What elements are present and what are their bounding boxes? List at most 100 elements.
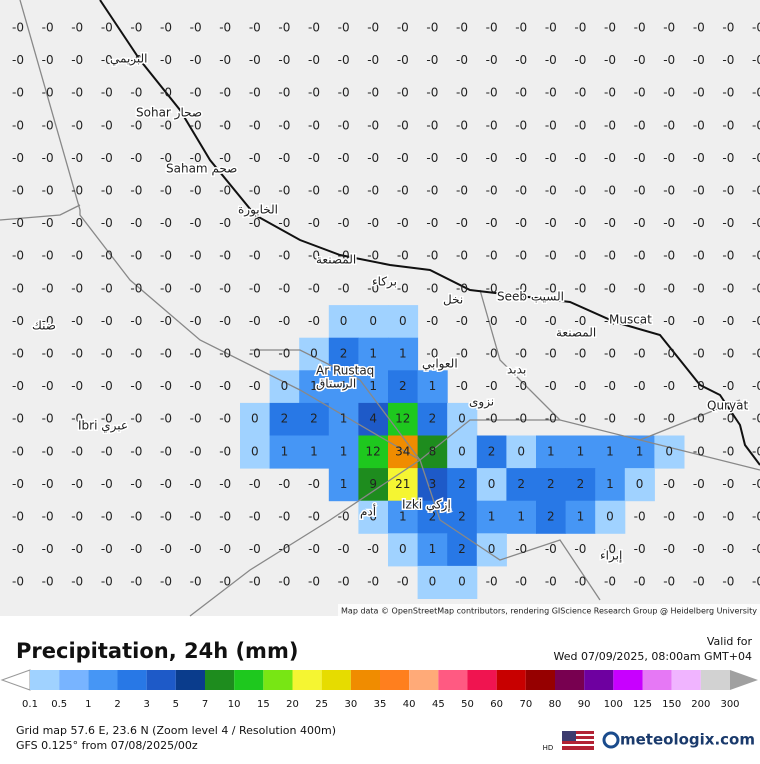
grid-value: -0: [42, 281, 54, 295]
legend-swatch: [671, 670, 701, 690]
grid-value: -0: [308, 118, 320, 132]
legend-tick-label: 200: [691, 699, 710, 710]
precip-cell: [417, 435, 448, 469]
grid-value: -0: [338, 281, 350, 295]
grid-value: -0: [42, 444, 54, 458]
grid-value: -0: [278, 118, 290, 132]
legend-arrow-left: [0, 669, 31, 691]
grid-value: -0: [219, 314, 231, 328]
grid-value: -0: [249, 542, 261, 556]
grid-value: -0: [12, 575, 24, 589]
grid-value: -0: [249, 53, 261, 67]
legend-tick-label: 0.5: [51, 699, 67, 710]
grid-value: -0: [71, 575, 83, 589]
grid-value: 2: [488, 444, 496, 458]
grid-value: -0: [515, 575, 527, 589]
grid-value: -0: [426, 216, 438, 230]
place-labels: Sohar صحار Saham صحم Ar Rustaq الرستاق I…: [31, 50, 750, 565]
legend-swatch: [409, 670, 439, 690]
grid-value: -0: [663, 21, 675, 35]
grid-value: -0: [456, 249, 468, 263]
grid-value: -0: [12, 412, 24, 426]
grid-value: -0: [101, 151, 113, 165]
legend-swatch: [321, 670, 351, 690]
grid-value: -0: [722, 542, 734, 556]
grid-value: -0: [456, 184, 468, 198]
grid-value: -0: [42, 249, 54, 263]
grid-value: -0: [634, 249, 646, 263]
place-label: Quryat: [707, 399, 748, 413]
grid-value: -0: [190, 314, 202, 328]
grid-value: -0: [367, 86, 379, 100]
precip-cell: [536, 500, 567, 534]
grid-value: -0: [545, 86, 557, 100]
grid-value: -0: [604, 412, 616, 426]
precip-cell: [328, 305, 359, 339]
grid-value: -0: [426, 314, 438, 328]
road: [479, 289, 561, 421]
grid-value: -0: [219, 184, 231, 198]
grid-value: -0: [42, 575, 54, 589]
grid-value: -0: [190, 118, 202, 132]
grid-value: -0: [101, 314, 113, 328]
place-label: ضنك: [32, 319, 56, 333]
grid-value: 0: [488, 477, 496, 491]
grid-value: 1: [369, 347, 377, 361]
grid-value: -0: [12, 444, 24, 458]
grid-value: -0: [604, 151, 616, 165]
grid-value: -0: [486, 151, 498, 165]
grid-value: -0: [160, 379, 172, 393]
legend-swatch: [234, 670, 264, 690]
grid-value: -0: [160, 21, 172, 35]
grid-value: -0: [663, 216, 675, 230]
grid-value: -0: [722, 575, 734, 589]
grid-value: -0: [574, 379, 586, 393]
grid-value: -0: [426, 347, 438, 361]
place-label: البريمي: [110, 52, 148, 67]
grid-value: -0: [42, 379, 54, 393]
grid-value: -0: [752, 184, 760, 198]
grid-value: -0: [101, 281, 113, 295]
precip-cell: [358, 402, 389, 436]
grid-value: -0: [486, 21, 498, 35]
grid-value: -0: [278, 86, 290, 100]
grid-value: 2: [340, 347, 348, 361]
grid-value: 8: [429, 444, 437, 458]
precip-cell: [536, 435, 567, 469]
grid-value: -0: [190, 510, 202, 524]
grid-value: -0: [249, 379, 261, 393]
grid-value: -0: [160, 314, 172, 328]
grid-value: -0: [574, 53, 586, 67]
grid-value: -0: [663, 542, 675, 556]
place-label: نزوى: [469, 395, 494, 410]
grid-value: -0: [486, 118, 498, 132]
grid-value: 2: [577, 477, 585, 491]
grid-value: -0: [486, 379, 498, 393]
precip-cell: [388, 500, 419, 534]
grid-value: 1: [488, 510, 496, 524]
grid-value: 12: [395, 412, 410, 426]
legend-swatch: [700, 670, 730, 690]
grid-value: -0: [693, 314, 705, 328]
grid-value: -0: [308, 216, 320, 230]
brand[interactable]: meteologix.com: [620, 731, 755, 749]
grid-value: -0: [42, 151, 54, 165]
grid-value: -0: [545, 53, 557, 67]
precip-cell: [240, 435, 271, 469]
precip-cell: [506, 468, 537, 502]
legend-swatch: [292, 670, 322, 690]
grid-value: -0: [219, 510, 231, 524]
grid-value: -0: [101, 53, 113, 67]
grid-value: -0: [604, 379, 616, 393]
grid-value: -0: [663, 281, 675, 295]
grid-value: -0: [693, 21, 705, 35]
grid-value: -0: [278, 249, 290, 263]
precip-cell: [388, 402, 419, 436]
legend-swatch: [380, 670, 410, 690]
grid-value: -0: [338, 21, 350, 35]
legend-tick-label: 40: [403, 699, 416, 710]
grid-value: -0: [338, 86, 350, 100]
legend-tick-label: 5: [173, 699, 179, 710]
grid-value: 3: [429, 477, 437, 491]
